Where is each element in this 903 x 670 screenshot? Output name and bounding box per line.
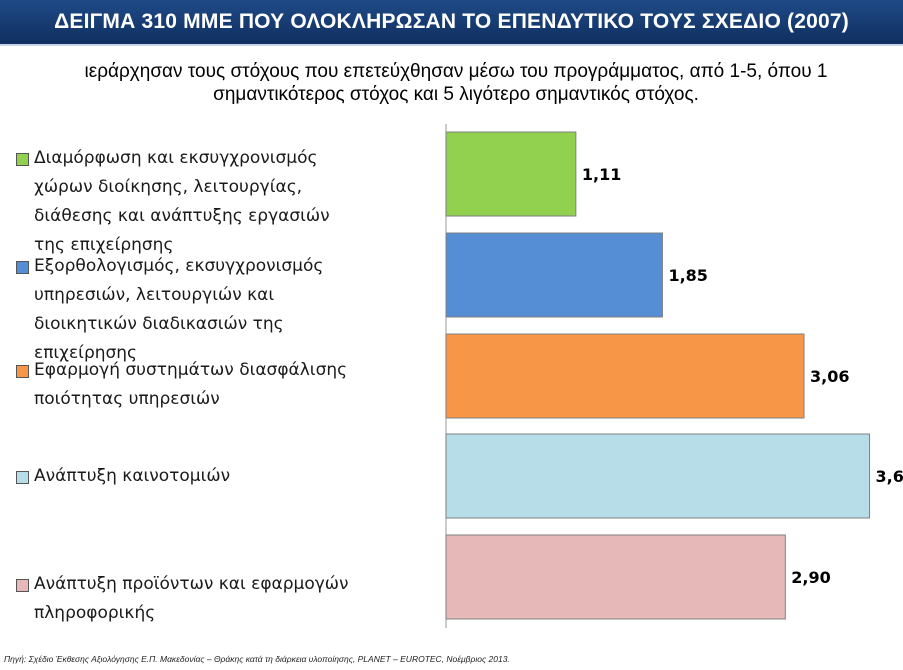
legend-text-1-line-3: διάθεσης και ανάπτυξης εργασιών [34,206,330,226]
subtitle-line-1: ιεράρχησαν τους στόχους που επετεύχθησαν… [84,61,828,82]
title-bar [0,0,903,46]
legend-item-3: Εφαρμογή συστημάτων διασφάλισης ποιότητας… [16,356,436,414]
bar-value-label-1: 1,11 [582,165,621,184]
legend-text-2-line-4: επιχείρησης [34,343,138,363]
subtitle-line-2: σημαντικότερος στόχος και 5 λιγότερο σημ… [213,84,699,105]
legend-text-2-line-3: διοικητικών διαδικασιών της [34,314,284,334]
legend-text-5-line-2: πληροφορικής [34,603,156,623]
chart-subtitle: ιεράρχησαν τους στόχους που επετεύχθησαν… [12,60,900,106]
source-note: Πηγή: Σχέδιο Έκθεσης Αξιολόγησης Ε.Π. Μα… [4,654,510,664]
legend-text-1-line-4: της επιχείρησης [34,235,174,255]
legend-item-2: Εξορθολογισμός, εκσυγχρονισμός υπηρεσιών,… [16,252,436,368]
legend-text-4-line-1: Ανάπτυξη καινοτομιών [34,466,231,486]
legend-text-2-line-2: υπηρεσιών, λειτουργιών και [34,285,275,305]
legend-text-3-line-2: ποιότητας υπηρεσιών [34,389,220,409]
bar-1 [445,131,577,217]
bar-value-label-2: 1,85 [668,266,707,285]
legend-text-3-line-1: Εφαρμογή συστημάτων διασφάλισης [34,360,348,380]
bar-value-label-4: 3,62 [876,467,903,486]
bar-2 [445,232,663,318]
legend-text-5-line-1: Ανάπτυξη προϊόντων και εφαρμογών [34,574,349,594]
legend-swatch-3 [16,365,29,378]
legend-text-1-line-2: χώρων διοίκησης, λειτουργίας, [34,177,303,197]
bar-4 [445,433,871,519]
bar-value-label-3: 3,06 [810,367,849,386]
page-title: ΔΕΙΓΜΑ 310 ΜΜΕ ΠΟΥ ΟΛΟΚΛΗΡΩΣΑΝ ΤΟ ΕΠΕΝΔΥ… [54,10,849,33]
legend-text-2-line-1: Εξορθολογισμός, εκσυγχρονισμός [34,256,324,276]
legend-swatch-4 [16,471,29,484]
bar-value-label-5: 2,90 [791,568,830,587]
legend-item-4: Ανάπτυξη καινοτομιών [16,462,436,491]
legend-swatch-1 [16,153,29,166]
legend-swatch-2 [16,261,29,274]
bar-5 [445,534,786,620]
legend-item-5: Ανάπτυξη προϊόντων και εφαρμογών πληροφορ… [16,570,436,628]
legend-item-1: Διαμόρφωση και εκσυγχρονισμός χώρων διοίκ… [16,144,436,260]
bar-3 [445,333,805,419]
legend-swatch-5 [16,579,29,592]
legend-text-1-line-1: Διαμόρφωση και εκσυγχρονισμός [34,148,318,168]
